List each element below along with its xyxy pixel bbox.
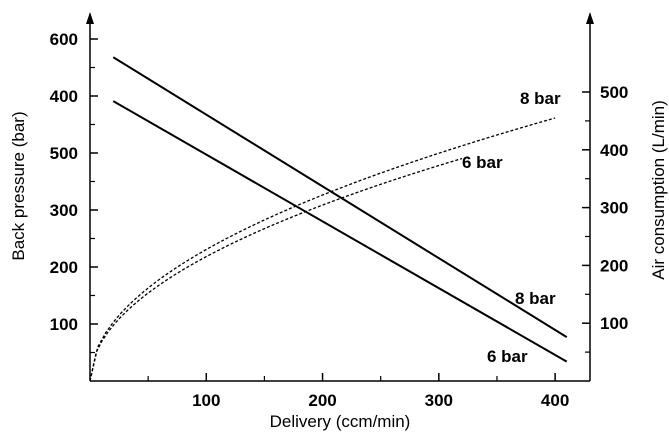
y-right-tick-label: 300 bbox=[600, 199, 628, 218]
label-air-8bar: 8 bar bbox=[520, 89, 561, 108]
y-left-tick-label: 100 bbox=[50, 315, 78, 334]
x-tick-label: 100 bbox=[192, 391, 220, 410]
series-curve-air-6bar bbox=[89, 157, 463, 382]
y-right-tick-label: 200 bbox=[600, 256, 628, 275]
y-left-tick-label: 300 bbox=[50, 201, 78, 220]
label-pressure-6bar: 6 bar bbox=[487, 347, 528, 366]
series-line-pressure-6bar bbox=[112, 100, 568, 363]
y-axis-right-arrow bbox=[586, 12, 594, 24]
y-left-tick-label: 500 bbox=[50, 144, 78, 163]
label-air-6bar: 6 bar bbox=[462, 153, 503, 172]
y-axis-right-title: Air consumption (L/min) bbox=[649, 100, 668, 280]
series-line-pressure-8bar bbox=[112, 56, 568, 338]
x-tick-label: 200 bbox=[308, 391, 336, 410]
x-tick-label: 400 bbox=[541, 391, 569, 410]
label-pressure-8bar: 8 bar bbox=[515, 289, 556, 308]
y-left-tick-label: 600 bbox=[50, 30, 78, 49]
x-ticks: 100 200 300 400 bbox=[147, 373, 569, 410]
x-tick-label: 300 bbox=[425, 391, 453, 410]
series-curve-air-8bar bbox=[89, 117, 556, 382]
series-group bbox=[89, 56, 568, 382]
y-left-tick-label: 200 bbox=[50, 258, 78, 277]
y-right-tick-label: 400 bbox=[600, 141, 628, 160]
y-axis-left-title: Back pressure (bar) bbox=[9, 111, 28, 260]
y-right-tick-label: 100 bbox=[600, 314, 628, 333]
y-right-tick-label: 500 bbox=[600, 83, 628, 102]
y-left-ticks: 100 200 300 500 400 600 bbox=[50, 30, 98, 354]
y-right-ticks: 100 200 300 400 500 bbox=[582, 83, 628, 353]
y-left-tick-label: 400 bbox=[50, 87, 78, 106]
y-axis-left-arrow bbox=[86, 12, 94, 24]
axes bbox=[86, 12, 594, 382]
x-axis-title: Delivery (ccm/min) bbox=[270, 412, 411, 431]
